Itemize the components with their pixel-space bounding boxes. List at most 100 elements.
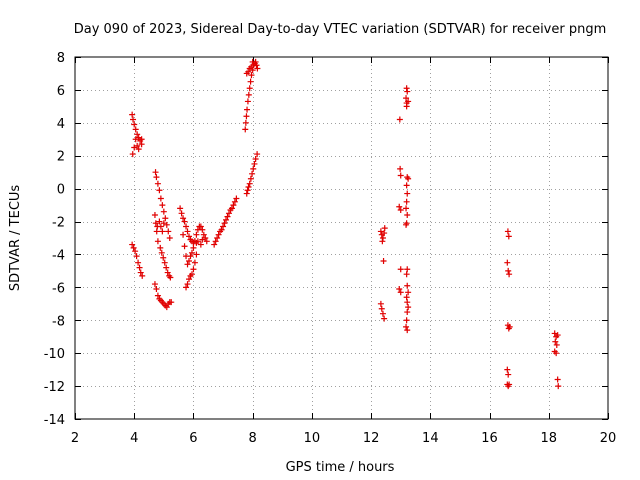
data-point [184,281,191,288]
data-point [251,160,258,167]
data-point [132,126,139,133]
data-point [254,151,261,158]
data-point [254,65,261,72]
data-point [138,136,145,143]
data-point [184,261,191,268]
data-point [214,235,221,241]
data-point [152,220,159,227]
data-point [403,205,410,212]
data-point [552,338,559,345]
data-point [159,228,166,235]
data-point [167,274,174,281]
data-point [178,210,185,217]
y-tick-label: 6 [57,84,65,99]
data-point [164,269,171,276]
data-point [203,238,210,245]
data-point [404,88,411,95]
data-point [404,327,411,334]
y-tick-label: 8 [57,51,65,66]
data-point [403,182,410,189]
data-point [154,292,161,299]
data-point [506,323,513,330]
y-tick-label: -12 [44,380,65,395]
data-point [181,218,188,225]
data-point [137,269,144,276]
data-point [162,215,169,222]
data-point [403,271,410,278]
data-point [224,213,231,220]
data-point [220,223,227,230]
data-point [193,251,200,258]
data-points [129,58,562,390]
data-point [130,244,137,251]
data-point [403,317,410,324]
data-point [191,259,198,266]
data-point [181,243,188,250]
x-tick-label: 20 [600,431,617,446]
data-point [404,190,411,197]
data-point [396,116,403,123]
data-point [151,211,158,218]
data-point [506,271,513,278]
data-point [188,249,195,256]
data-point [397,165,404,172]
data-point [221,220,228,227]
data-point [245,183,252,190]
data-point [248,72,255,79]
y-tick-label: -2 [52,216,65,231]
data-point [244,106,251,113]
y-tick-label: -8 [52,314,65,329]
x-tick-label: 6 [189,431,197,446]
x-tick-label: 10 [304,431,321,446]
data-point [246,180,253,187]
data-point [381,225,388,232]
x-tick-label: 12 [363,431,380,446]
data-point [397,172,404,179]
data-point [377,300,384,307]
data-point [249,58,256,65]
data-point [177,205,184,212]
data-point [396,286,403,293]
x-tick-label: 16 [481,431,498,446]
data-point [405,289,412,296]
data-point [553,341,560,348]
data-point [134,142,141,149]
data-point [139,272,146,279]
data-point [233,195,240,202]
data-point [152,169,159,176]
data-point [157,195,164,202]
data-point [154,180,161,187]
data-point [163,264,170,271]
data-point [379,310,386,317]
data-point [153,286,160,293]
data-point [554,376,561,383]
data-point [166,235,173,241]
data-point [405,175,412,182]
y-tick-label: -14 [44,413,65,428]
data-point [242,126,249,133]
data-point [504,366,511,373]
data-point [554,332,561,339]
data-point [505,233,512,240]
data-point [136,264,143,271]
data-point [190,244,197,251]
data-point [180,231,187,238]
data-point [228,205,235,212]
data-point [246,85,253,92]
x-tick-label: 18 [541,431,558,446]
data-point [218,226,225,233]
data-point [190,266,197,273]
data-point [403,103,410,110]
data-point [212,238,219,245]
data-point [151,281,158,288]
data-point [184,228,191,235]
data-point [165,228,172,235]
x-tick-label: 4 [130,431,138,446]
data-point [211,241,218,248]
data-point [397,207,404,214]
data-point [403,221,410,228]
data-point [134,131,141,138]
x-tick-label: 2 [71,431,79,446]
data-point [163,304,170,311]
